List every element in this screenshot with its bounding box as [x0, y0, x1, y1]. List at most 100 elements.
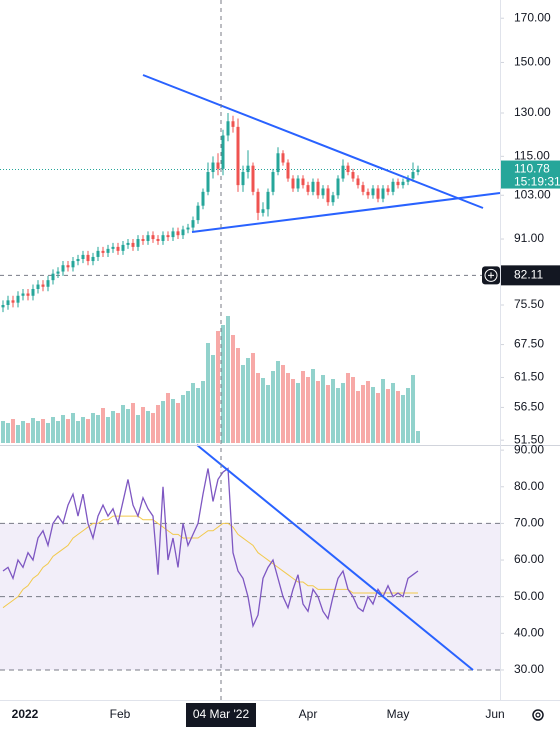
- candle-body: [11, 300, 15, 303]
- volume-bar: [21, 421, 25, 443]
- y-tick-label: 75.50: [514, 297, 544, 311]
- volume-bar: [216, 331, 220, 443]
- volume-bar: [46, 423, 50, 443]
- candle-body: [116, 246, 120, 251]
- volume-bar: [321, 375, 325, 443]
- candle-body: [341, 165, 345, 179]
- candle-body: [126, 242, 130, 245]
- candle-body: [401, 181, 405, 186]
- under-layer: [0, 17, 504, 671]
- add-alert-button[interactable]: [482, 266, 500, 285]
- last-price-box: [501, 160, 560, 189]
- volume-bar: [311, 369, 315, 443]
- add-alert-icon: [488, 272, 494, 279]
- candle-body: [266, 191, 270, 210]
- candle-body: [206, 172, 210, 192]
- trend-line: [196, 444, 474, 671]
- candle-body: [146, 235, 150, 241]
- volume-bar: [211, 355, 215, 443]
- candle-body: [101, 250, 105, 253]
- volume-bar: [171, 399, 175, 443]
- volume-bar: [206, 343, 210, 443]
- candle-body: [111, 246, 115, 249]
- candle-body: [271, 172, 275, 192]
- volume-bar: [346, 373, 350, 443]
- volume-bar: [151, 413, 155, 443]
- volume-bar: [71, 413, 75, 443]
- volume-bar: [236, 348, 240, 443]
- volume-bar: [241, 365, 245, 443]
- candle-body: [121, 244, 125, 251]
- candle-body: [371, 188, 375, 196]
- add-alert-icon: [484, 268, 498, 282]
- volume-bar: [356, 391, 360, 443]
- candle-body: [251, 165, 255, 192]
- volume-bar: [181, 395, 185, 443]
- y-tick-label: 130.00: [514, 105, 551, 119]
- volume-bar: [256, 373, 260, 443]
- volume-bar: [396, 391, 400, 443]
- volume-bar: [186, 391, 190, 443]
- candle-body: [256, 191, 260, 213]
- volume-bar: [111, 411, 115, 443]
- candle-body: [351, 172, 355, 179]
- candle-body: [211, 162, 215, 173]
- volume-bar: [11, 419, 15, 443]
- volume-bar: [76, 421, 80, 443]
- candle-body: [41, 284, 45, 287]
- candle-body: [56, 271, 60, 274]
- crosshair-date-box: [186, 703, 256, 727]
- volume-bar: [1, 421, 5, 443]
- volume-bar: [91, 413, 95, 443]
- candle-body: [141, 239, 145, 241]
- candle-body: [181, 229, 185, 236]
- candle-body: [166, 235, 170, 238]
- volume-bar: [196, 388, 200, 443]
- volume-bar: [366, 381, 370, 443]
- y-tick-label: 40.00: [514, 625, 544, 639]
- candle-body: [411, 172, 415, 179]
- volume-bar: [286, 373, 290, 443]
- candle-body: [161, 235, 165, 241]
- volume-bar: [246, 358, 250, 443]
- settings-icon[interactable]: [532, 709, 544, 721]
- volume-bar: [331, 379, 335, 443]
- candle-body: [71, 261, 75, 268]
- candle-body: [416, 169, 420, 173]
- candle-body: [91, 256, 95, 262]
- candle-body: [196, 205, 200, 221]
- volume-bar: [271, 371, 275, 443]
- volume-bar: [406, 388, 410, 443]
- y-tick-label: 51.50: [514, 432, 544, 446]
- volume-bar: [161, 401, 165, 443]
- volume-bar: [301, 371, 305, 443]
- volume-bar: [101, 408, 105, 443]
- candle-body: [86, 254, 90, 262]
- candle-body: [381, 188, 385, 199]
- volume-bar: [121, 405, 125, 443]
- volume-bar: [116, 413, 120, 443]
- volume-bar: [6, 423, 10, 443]
- volume-bar: [391, 383, 395, 443]
- volume-bar: [126, 409, 130, 443]
- volume-bar: [411, 375, 415, 443]
- y-tick-label: 80.00: [514, 479, 544, 493]
- candle-body: [261, 209, 265, 213]
- crosshair-price-box: [501, 265, 560, 286]
- volume-bar: [386, 389, 390, 443]
- trend-line: [142, 74, 484, 209]
- candle-body: [246, 165, 250, 173]
- volume-bar: [316, 381, 320, 443]
- y-tick-label: 30.00: [514, 662, 544, 676]
- volume-bar: [141, 407, 145, 443]
- volume-bar: [291, 379, 295, 443]
- volume-bar: [381, 379, 385, 443]
- candle-body: [96, 250, 100, 257]
- last-price-label: 110.78: [514, 162, 550, 176]
- volume-bar: [226, 316, 230, 443]
- volume-bar: [86, 419, 90, 443]
- volume-bar: [41, 419, 45, 443]
- candle-body: [216, 162, 220, 169]
- crosshair-date-label: 04 Mar '22: [193, 707, 250, 721]
- candle-body: [321, 188, 325, 196]
